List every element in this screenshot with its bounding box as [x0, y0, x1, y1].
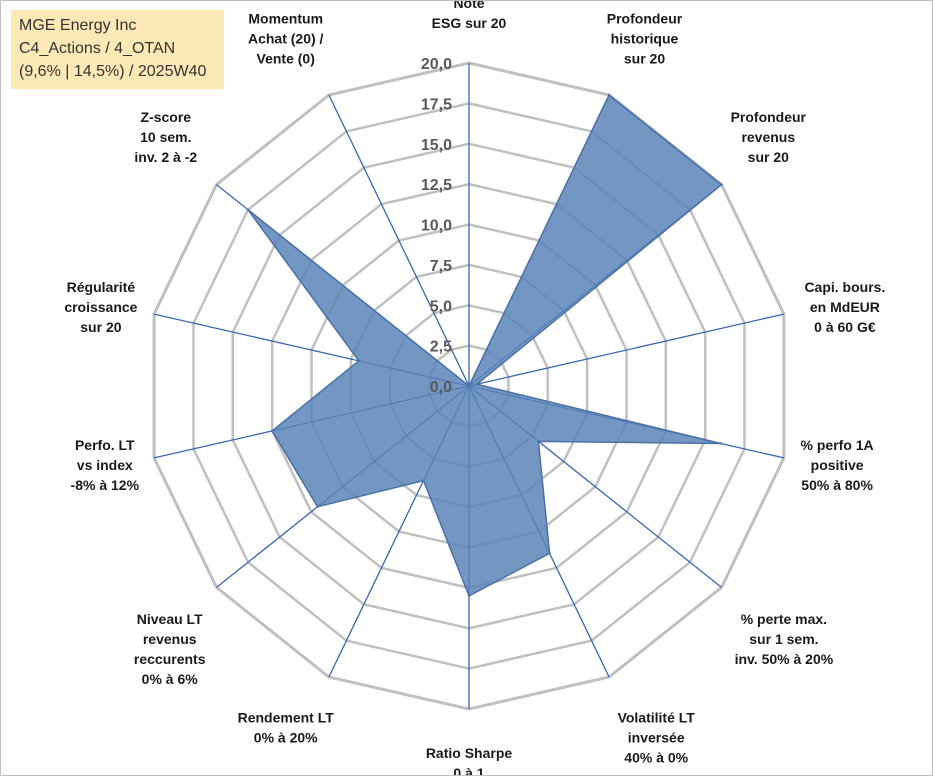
axis-label-line: Note: [453, 1, 484, 11]
axis-label-line: historique: [611, 30, 679, 46]
axis-label-line: 0% à 20%: [254, 730, 318, 746]
axis-label-line: revenus: [143, 631, 197, 647]
axis-label-line: Vente (0): [257, 50, 315, 66]
axis-label: % perte max. sur 1 sem. inv. 50% à 20%: [735, 611, 834, 667]
axis-label-line: reccurents: [134, 651, 206, 667]
title-stats: (9,6% | 14,5%) / 2025W40: [19, 63, 207, 80]
axis-label-line: en MdEUR: [810, 299, 880, 315]
axis-label-line: 50% à 80%: [801, 477, 873, 493]
data-point: [246, 208, 250, 211]
axis-label: Note ESG sur 20: [432, 1, 507, 31]
axis-label: Momentum Achat (20) / Vente (0): [248, 10, 324, 66]
axis-label-line: Achat (20) /: [248, 30, 324, 46]
axis-label-line: 10 sem.: [140, 129, 191, 145]
axis-label-line: Volatilité LT: [618, 710, 696, 726]
tick-label: 20,0: [421, 56, 452, 73]
axis-label-line: Niveau LT: [137, 611, 203, 627]
axis-label: Niveau LT revenus reccurents 0% à 6%: [134, 611, 206, 687]
axis-label-line: Z-score: [141, 109, 192, 125]
axis-label: Rendement LT 0% à 20%: [238, 710, 335, 746]
axis-label-line: ESG sur 20: [432, 15, 507, 31]
axis-label-line: Profondeur: [731, 109, 807, 125]
tick-label: 5,0: [430, 298, 452, 315]
axis-label-line: sur 1 sem.: [749, 631, 818, 647]
data-point: [607, 93, 611, 97]
axis-spoke: [468, 313, 785, 387]
axis-label: Profondeur revenus sur 20: [731, 109, 807, 165]
axis-label-line: 0 à 1: [453, 765, 484, 775]
axis-label-line: -8% à 12%: [71, 477, 140, 493]
axis-label-line: sur 20: [624, 50, 665, 66]
data-point: [422, 479, 425, 482]
axis-label: Profondeur historique sur 20: [607, 10, 683, 66]
title-category: C4_Actions / 4_OTAN: [19, 40, 176, 57]
tick-label: 12,5: [421, 177, 452, 194]
tick-label: 7,5: [430, 258, 452, 275]
axis-label-line: inversée: [628, 730, 685, 746]
data-point: [467, 384, 471, 388]
axis-label: Capi. bours. en MdEUR 0 à 60 G€: [804, 279, 885, 335]
data-point: [475, 383, 479, 386]
data-series-area: [247, 93, 723, 598]
axis-label-line: Ratio Sharpe: [426, 745, 513, 761]
axis-label: Ratio Sharpe 0 à 1: [426, 745, 513, 775]
data-point: [467, 594, 471, 598]
axis-label-line: Momentum: [248, 10, 323, 26]
axis-label-line: inv. 2 à -2: [134, 149, 197, 165]
data-point: [548, 552, 551, 555]
axis-spoke: [328, 94, 470, 387]
tick-label: 10,0: [421, 218, 452, 235]
tick-label: 0,0: [430, 379, 452, 396]
axis-label: Régularité croissance sur 20: [64, 279, 137, 335]
axis-label-line: vs index: [77, 457, 133, 473]
axis-label-line: % perte max.: [741, 611, 827, 627]
axis-label-line: sur 20: [748, 149, 789, 165]
axis-label-line: positive: [811, 457, 864, 473]
axis-label-line: Capi. bours.: [804, 279, 885, 295]
axis-label-line: 0% à 6%: [142, 671, 199, 687]
axis-label-line: sur 20: [80, 319, 121, 335]
axis-label-line: % perfo 1A: [801, 437, 874, 453]
data-point: [357, 359, 360, 362]
axis-label-line: Rendement LT: [238, 710, 335, 726]
axis-label-line: Régularité: [67, 279, 136, 295]
axis-label-line: revenus: [741, 129, 795, 145]
data-point: [537, 440, 540, 443]
tick-label: 15,0: [421, 137, 452, 154]
axis-label-line: croissance: [64, 299, 137, 315]
axis-label: Z-score 10 sem. inv. 2 à -2: [134, 109, 197, 165]
axis-label-line: 40% à 0%: [624, 750, 688, 766]
axis-label-line: 0 à 60 G€: [814, 319, 876, 335]
axis-label: Volatilité LT inversée 40% à 0%: [618, 710, 696, 766]
chart-title-box: MGE Energy Inc C4_Actions / 4_OTAN (9,6%…: [11, 10, 224, 89]
tick-label: 17,5: [421, 96, 452, 113]
axis-label: % perfo 1A positive 50% à 80%: [801, 437, 874, 493]
data-point: [720, 183, 723, 186]
axis-label-line: Perfo. LT: [75, 437, 135, 453]
axis-label: Perfo. LT vs index -8% à 12%: [71, 437, 140, 493]
tick-label: 2,5: [430, 339, 452, 356]
data-point: [271, 429, 274, 433]
data-point: [316, 505, 319, 508]
axis-label-line: Profondeur: [607, 10, 683, 26]
data-point: [719, 442, 723, 445]
axis-label-line: inv. 50% à 20%: [735, 651, 834, 667]
title-company: MGE Energy Inc: [19, 17, 137, 34]
